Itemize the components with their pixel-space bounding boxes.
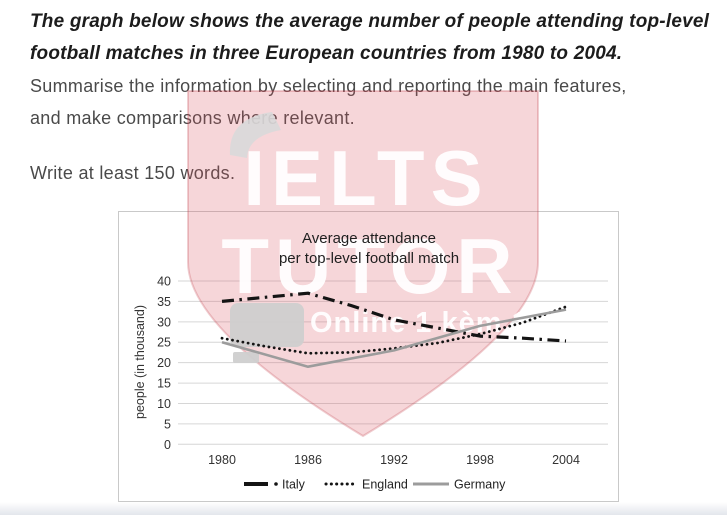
y-tick-label: 35 xyxy=(157,295,171,309)
y-tick-label: 30 xyxy=(157,315,171,329)
y-tick-label: 5 xyxy=(164,417,171,431)
y-tick-label: 15 xyxy=(157,377,171,391)
x-tick-label: 1986 xyxy=(294,453,322,467)
task-prompt-line-1: The graph below shows the average number… xyxy=(30,11,710,32)
y-tick-label: 20 xyxy=(157,356,171,370)
x-tick-label: 1980 xyxy=(208,453,236,467)
task-instruction-line-2: and make comparisons where relevant. xyxy=(30,108,355,128)
legend-swatch-dot xyxy=(274,482,278,486)
y-tick-label: 40 xyxy=(157,275,171,289)
chart-grid-layer: 0 5 10 15 20 25 30 35 40 people (in thousand) 1980… xyxy=(133,275,608,492)
legend-label-italy: Italy xyxy=(282,478,306,492)
y-axis-label: people (in thousand) xyxy=(133,305,147,419)
chart-panel: 0 5 10 15 20 25 30 35 40 people (in thousand) 1980… xyxy=(118,211,619,502)
y-tick-label: 25 xyxy=(157,336,171,350)
x-tick-label: 1998 xyxy=(466,453,494,467)
legend-label-germany: Germany xyxy=(454,478,506,492)
y-tick-label: 0 xyxy=(164,438,171,452)
watermark-brand-ielts: IELTS xyxy=(243,134,488,222)
word-requirement-text: Write at least 150 words. xyxy=(30,163,236,183)
x-tick-label: 2004 xyxy=(552,453,580,467)
task-prompt-line-2: football matches in three European count… xyxy=(30,43,623,64)
task-instruction-line-1: Summarise the information by selecting a… xyxy=(30,76,627,96)
y-tick-label: 10 xyxy=(157,397,171,411)
x-tick-label: 1992 xyxy=(380,453,408,467)
legend-label-england: England xyxy=(362,478,408,492)
bottom-band xyxy=(0,502,727,515)
